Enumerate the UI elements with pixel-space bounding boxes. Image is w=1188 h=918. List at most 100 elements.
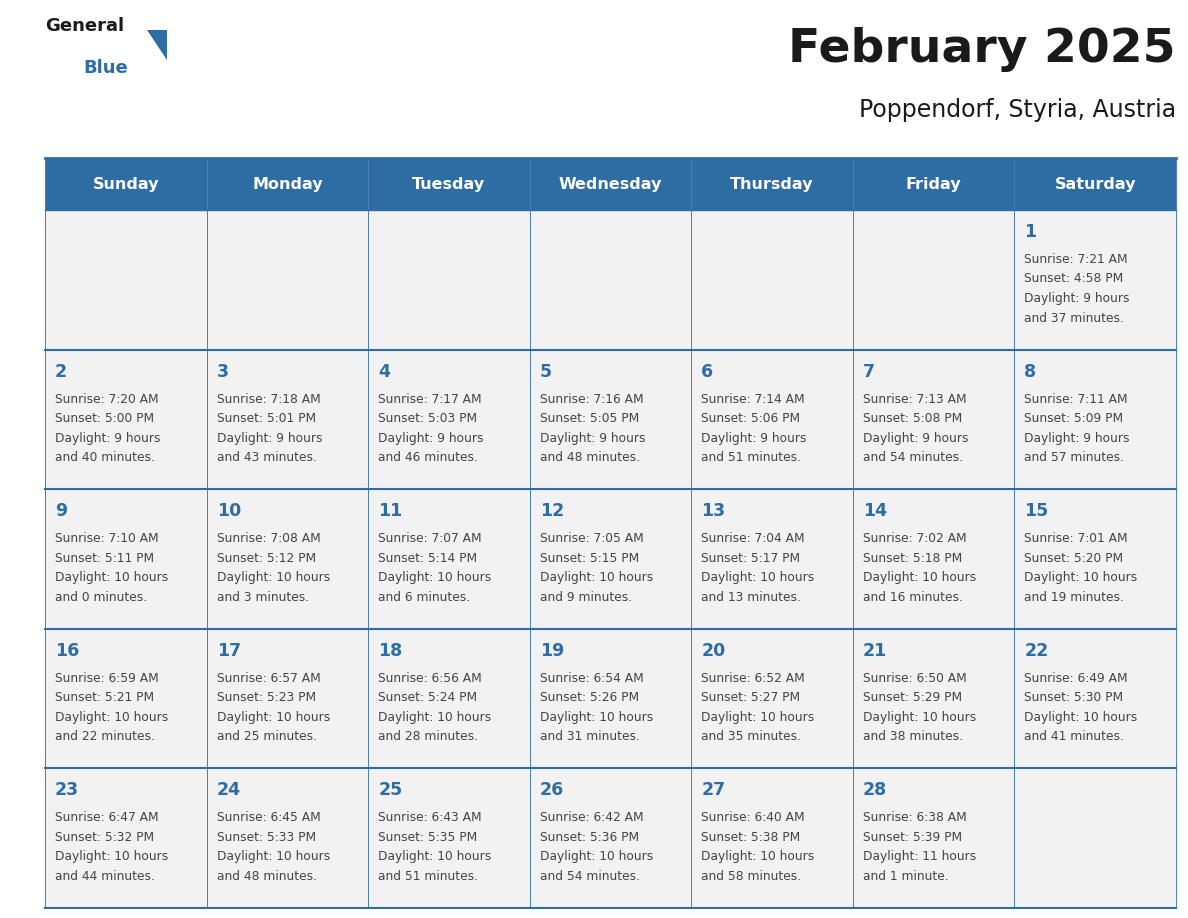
Bar [853, 158, 1015, 210]
Text: Sunset: 4:58 PM: Sunset: 4:58 PM [1024, 273, 1124, 285]
Text: Daylight: 10 hours: Daylight: 10 hours [216, 711, 330, 723]
Text: Sunset: 5:00 PM: Sunset: 5:00 PM [55, 412, 154, 425]
Text: 27: 27 [701, 781, 726, 800]
Text: 8: 8 [1024, 363, 1037, 381]
Bar [1015, 629, 1176, 768]
Bar [853, 629, 1015, 768]
Text: Daylight: 10 hours: Daylight: 10 hours [539, 571, 653, 584]
Text: Daylight: 10 hours: Daylight: 10 hours [378, 850, 492, 864]
Bar [45, 158, 207, 210]
Bar [853, 210, 1015, 350]
Text: and 43 minutes.: and 43 minutes. [216, 451, 316, 465]
Text: and 51 minutes.: and 51 minutes. [701, 451, 801, 465]
Text: Sunset: 5:01 PM: Sunset: 5:01 PM [216, 412, 316, 425]
Text: Sunset: 5:14 PM: Sunset: 5:14 PM [378, 552, 478, 565]
Bar [691, 350, 853, 489]
Text: Daylight: 10 hours: Daylight: 10 hours [378, 571, 492, 584]
Bar [45, 489, 207, 629]
Text: Sunrise: 7:10 AM: Sunrise: 7:10 AM [55, 532, 159, 545]
Text: Saturday: Saturday [1055, 176, 1136, 192]
Text: Sunset: 5:18 PM: Sunset: 5:18 PM [862, 552, 962, 565]
Text: Sunrise: 6:59 AM: Sunrise: 6:59 AM [55, 672, 159, 685]
Text: and 6 minutes.: and 6 minutes. [378, 590, 470, 604]
Bar [530, 629, 691, 768]
Text: Sunrise: 6:52 AM: Sunrise: 6:52 AM [701, 672, 805, 685]
Text: Sunrise: 7:11 AM: Sunrise: 7:11 AM [1024, 393, 1129, 406]
Text: and 44 minutes.: and 44 minutes. [55, 870, 154, 883]
Text: 28: 28 [862, 781, 887, 800]
Text: and 22 minutes.: and 22 minutes. [55, 731, 154, 744]
Text: Daylight: 10 hours: Daylight: 10 hours [862, 571, 977, 584]
Text: Daylight: 10 hours: Daylight: 10 hours [1024, 571, 1138, 584]
Bar [207, 489, 368, 629]
Text: Daylight: 9 hours: Daylight: 9 hours [701, 431, 807, 444]
Text: and 58 minutes.: and 58 minutes. [701, 870, 802, 883]
Text: Sunset: 5:24 PM: Sunset: 5:24 PM [378, 691, 478, 704]
Polygon shape [147, 30, 168, 60]
Text: Daylight: 9 hours: Daylight: 9 hours [862, 431, 968, 444]
Text: General: General [45, 17, 124, 35]
Bar [368, 158, 530, 210]
Text: 14: 14 [862, 502, 887, 521]
Text: Daylight: 10 hours: Daylight: 10 hours [378, 711, 492, 723]
Text: Sunset: 5:39 PM: Sunset: 5:39 PM [862, 831, 962, 844]
Text: Sunset: 5:09 PM: Sunset: 5:09 PM [1024, 412, 1124, 425]
Bar [45, 629, 207, 768]
Text: and 54 minutes.: and 54 minutes. [539, 870, 639, 883]
Text: Sunset: 5:05 PM: Sunset: 5:05 PM [539, 412, 639, 425]
Text: Sunrise: 6:49 AM: Sunrise: 6:49 AM [1024, 672, 1129, 685]
Bar [207, 768, 368, 908]
Bar [45, 350, 207, 489]
Text: and 54 minutes.: and 54 minutes. [862, 451, 962, 465]
Text: 25: 25 [378, 781, 403, 800]
Text: Sunrise: 7:04 AM: Sunrise: 7:04 AM [701, 532, 805, 545]
Text: Sunrise: 6:50 AM: Sunrise: 6:50 AM [862, 672, 967, 685]
Bar [368, 350, 530, 489]
Text: 24: 24 [216, 781, 241, 800]
Text: Sunset: 5:06 PM: Sunset: 5:06 PM [701, 412, 801, 425]
Bar [691, 768, 853, 908]
Text: 10: 10 [216, 502, 241, 521]
Text: 6: 6 [701, 363, 714, 381]
Text: Sunrise: 6:43 AM: Sunrise: 6:43 AM [378, 812, 482, 824]
Text: 9: 9 [55, 502, 68, 521]
Text: Sunset: 5:29 PM: Sunset: 5:29 PM [862, 691, 962, 704]
Bar [853, 768, 1015, 908]
Text: Sunrise: 7:20 AM: Sunrise: 7:20 AM [55, 393, 159, 406]
Bar [368, 489, 530, 629]
Text: Sunrise: 6:56 AM: Sunrise: 6:56 AM [378, 672, 482, 685]
Text: Blue: Blue [83, 59, 128, 77]
Text: and 41 minutes.: and 41 minutes. [1024, 731, 1124, 744]
Text: Tuesday: Tuesday [412, 176, 486, 192]
Text: and 57 minutes.: and 57 minutes. [1024, 451, 1124, 465]
Text: Sunset: 5:15 PM: Sunset: 5:15 PM [539, 552, 639, 565]
Text: Sunset: 5:03 PM: Sunset: 5:03 PM [378, 412, 478, 425]
Bar [207, 629, 368, 768]
Text: and 35 minutes.: and 35 minutes. [701, 731, 801, 744]
Text: Sunrise: 7:13 AM: Sunrise: 7:13 AM [862, 393, 967, 406]
Text: Poppendorf, Styria, Austria: Poppendorf, Styria, Austria [859, 98, 1176, 122]
Text: Daylight: 9 hours: Daylight: 9 hours [539, 431, 645, 444]
Text: 13: 13 [701, 502, 726, 521]
Text: and 19 minutes.: and 19 minutes. [1024, 590, 1124, 604]
Text: and 48 minutes.: and 48 minutes. [539, 451, 639, 465]
Bar [1015, 768, 1176, 908]
Text: Sunrise: 6:57 AM: Sunrise: 6:57 AM [216, 672, 321, 685]
Text: Daylight: 10 hours: Daylight: 10 hours [55, 850, 169, 864]
Text: Sunrise: 6:40 AM: Sunrise: 6:40 AM [701, 812, 805, 824]
Text: Sunset: 5:30 PM: Sunset: 5:30 PM [1024, 691, 1124, 704]
Text: Sunrise: 7:07 AM: Sunrise: 7:07 AM [378, 532, 482, 545]
Text: Daylight: 10 hours: Daylight: 10 hours [55, 711, 169, 723]
Text: Monday: Monday [252, 176, 323, 192]
Text: 23: 23 [55, 781, 80, 800]
Bar [530, 489, 691, 629]
Text: Sunrise: 6:54 AM: Sunrise: 6:54 AM [539, 672, 644, 685]
Text: Sunset: 5:08 PM: Sunset: 5:08 PM [862, 412, 962, 425]
Text: Sunrise: 6:42 AM: Sunrise: 6:42 AM [539, 812, 644, 824]
Text: 4: 4 [378, 363, 390, 381]
Text: Sunset: 5:35 PM: Sunset: 5:35 PM [378, 831, 478, 844]
Bar [530, 158, 691, 210]
Bar [207, 210, 368, 350]
Text: 21: 21 [862, 642, 887, 660]
Text: Sunrise: 7:02 AM: Sunrise: 7:02 AM [862, 532, 967, 545]
